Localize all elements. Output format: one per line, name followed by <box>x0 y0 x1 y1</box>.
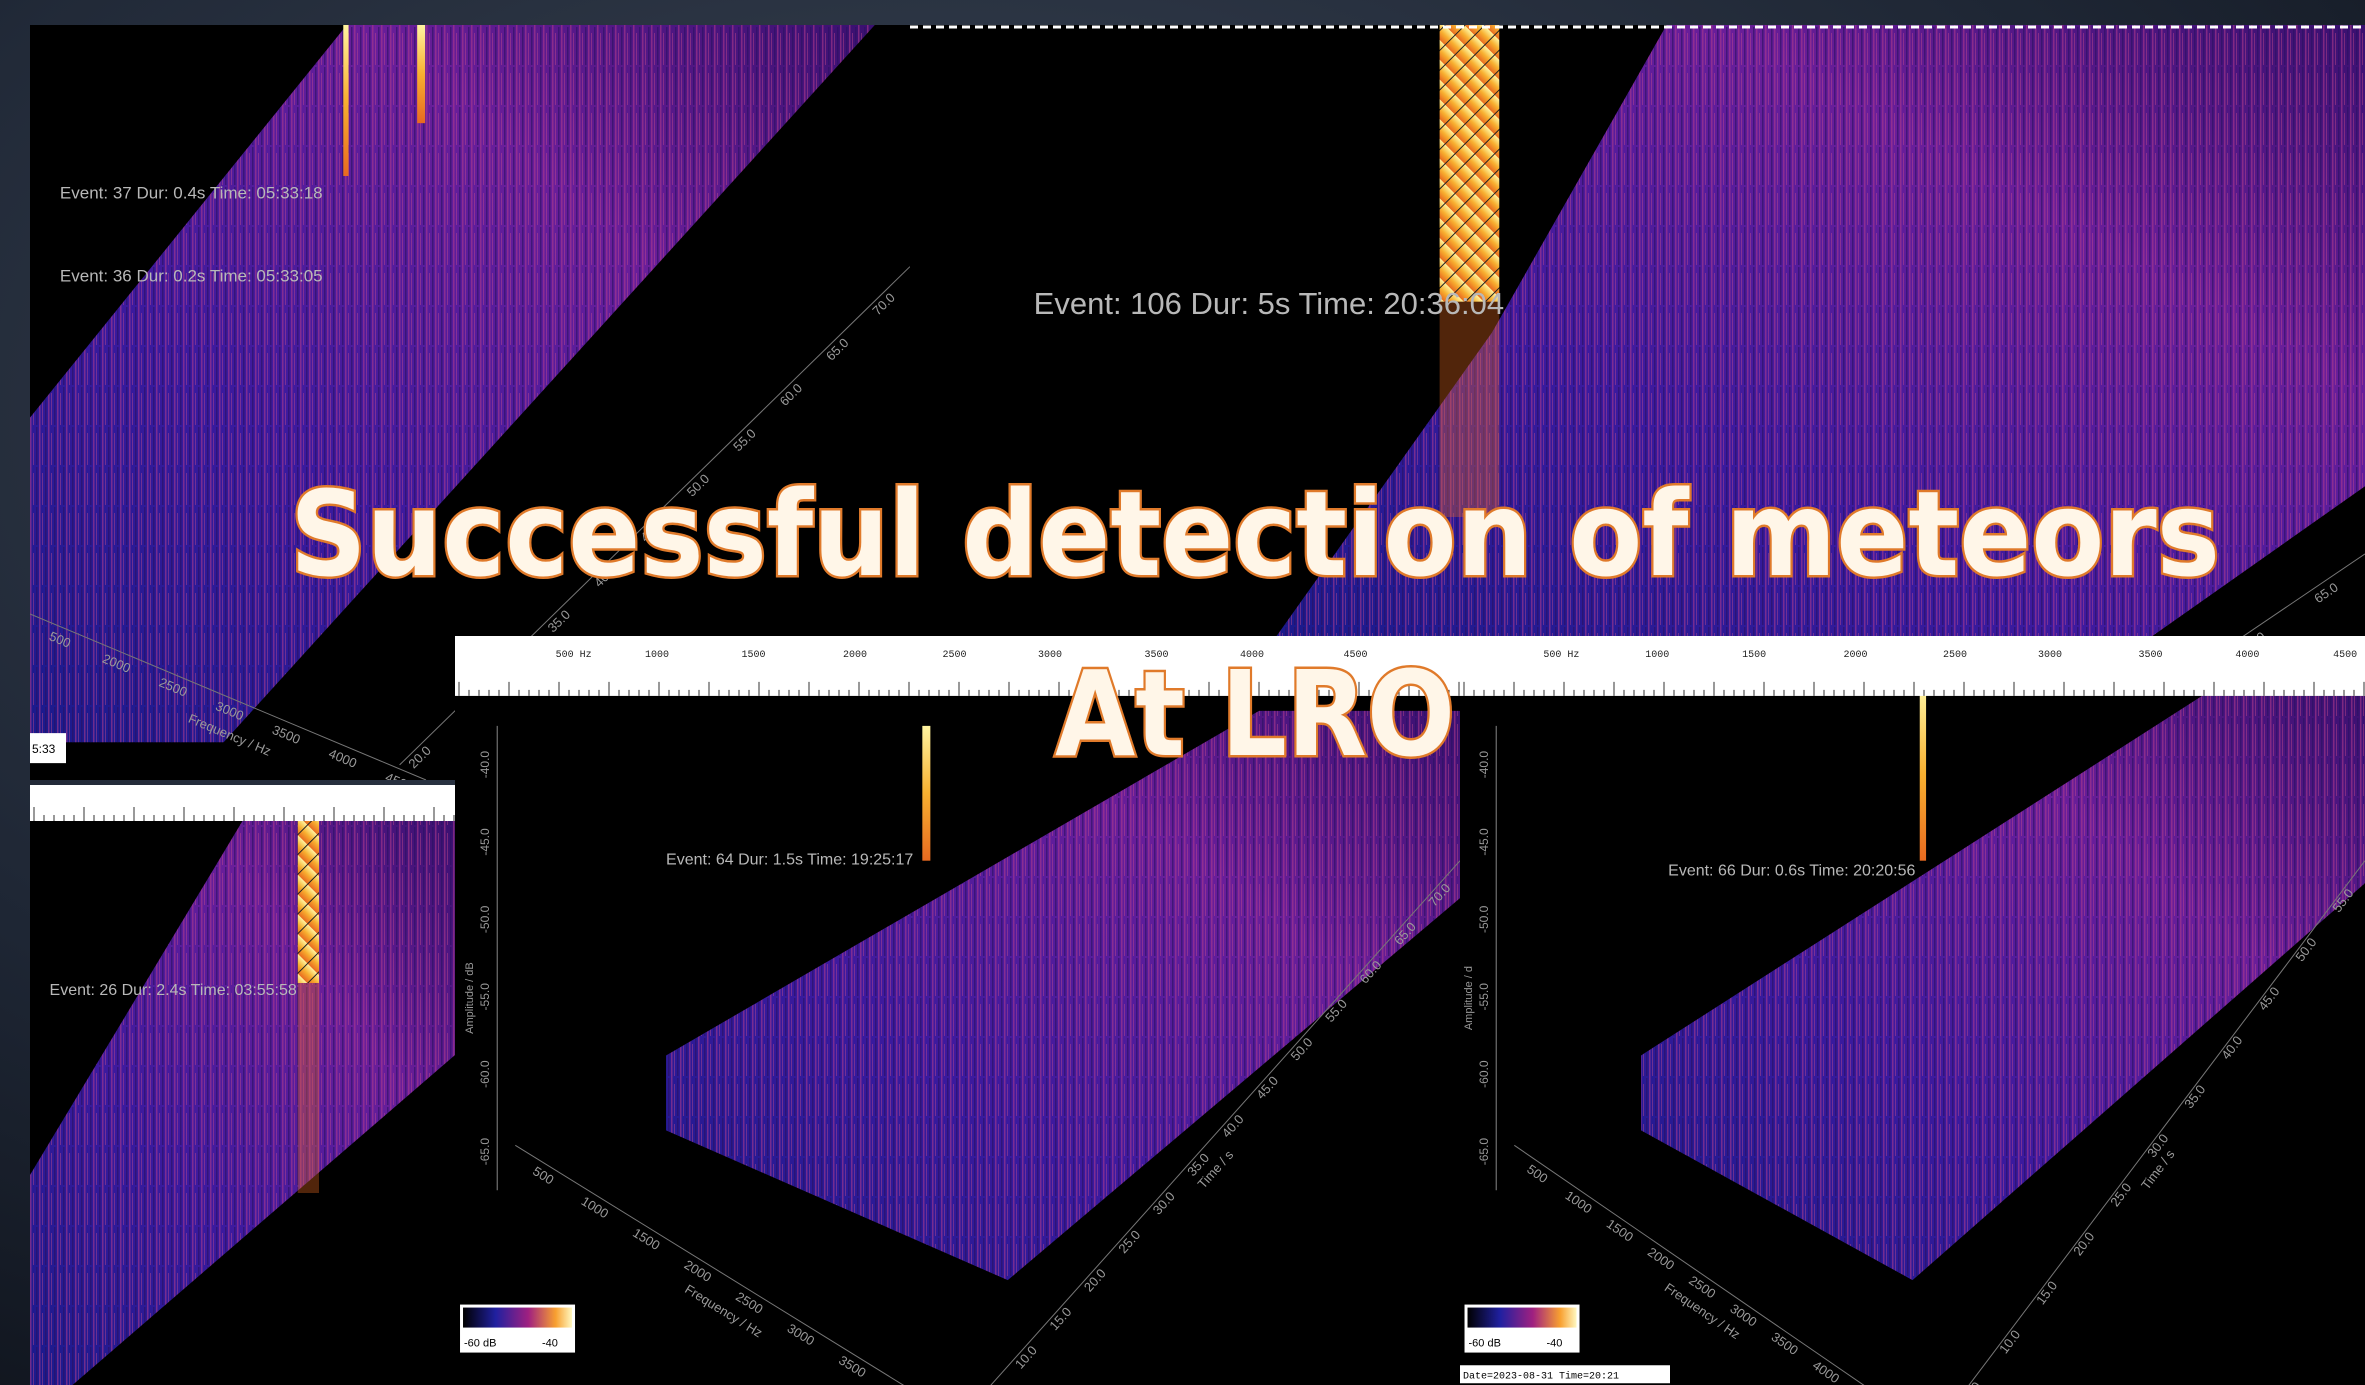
amplitude-axis-label: Amplitude / d <box>1463 966 1475 1030</box>
time-ticks-axis <box>990 860 1460 1385</box>
spectrogram-panel: Event: 66 Dur: 0.6s Time: 20:20:56 500 Hz… <box>1460 636 2365 1385</box>
spectrum-noise <box>30 821 455 1385</box>
event-label: Event: 64 Dur: 1.5s Time: 19:25:17 <box>666 851 913 868</box>
spectrogram-panel: Event: 26 Dur: 2.4s Time: 03:55:58 <box>30 785 455 1385</box>
titles: Successful detection of meteors At LRO <box>288 463 2223 786</box>
ruler-label: 3000 <box>1038 650 1062 661</box>
ruler-label: 4500 <box>1343 650 1367 661</box>
ruler-label: 500 Hz <box>556 650 592 661</box>
ruler-label: 3500 <box>1144 650 1168 661</box>
ruler-label: 3000 <box>2038 650 2062 661</box>
status-bar <box>1460 1365 1670 1384</box>
event-label: Event: 37 Dur: 0.4s Time: 05:33:18 <box>60 184 323 203</box>
meteor-trace-tail <box>1439 301 1500 517</box>
colorbar-label: -60 dB <box>1469 1338 1501 1350</box>
colorbar <box>1467 1307 1577 1328</box>
ruler-label: 4000 <box>2235 650 2259 661</box>
time-ticks-axis <box>1968 860 2365 1385</box>
ruler-label: 4500 <box>2333 650 2357 661</box>
meteor-trace <box>343 25 349 176</box>
ruler-label: 2000 <box>1843 650 1867 661</box>
spectrogram-panel: Event: 106 Dur: 5s Time: 20:36:0460.065.… <box>910 25 2365 656</box>
frequency-ruler <box>455 636 1460 696</box>
colorbar-label: -60 dB <box>464 1338 496 1350</box>
amplitude-tick-label: -65.0 <box>1477 1138 1491 1166</box>
axis-tick-label: 4500 <box>383 769 415 794</box>
amplitude-tick-label: -55.0 <box>1477 983 1491 1011</box>
ruler-label: 3500 <box>2139 650 2163 661</box>
colorbar-label: -40 <box>1547 1338 1563 1350</box>
spectrum-noise <box>1273 25 2365 640</box>
amplitude-tick-label: -45.0 <box>478 828 492 856</box>
ruler-label: 1000 <box>1645 650 1669 661</box>
ruler-label: 2500 <box>1943 650 1967 661</box>
event-label: Event: 26 Dur: 2.4s Time: 03:55:58 <box>50 982 297 999</box>
ruler-label: 1000 <box>645 650 669 661</box>
event-label: Event: 106 Dur: 5s Time: 20:36:04 <box>1034 286 1504 321</box>
axis-tick-label: 5.0 <box>1961 1379 1984 1385</box>
meteor-trace <box>297 821 319 983</box>
meteor-trace <box>922 725 931 861</box>
event-label: Event: 36 Dur: 0.2s Time: 05:33:05 <box>60 267 323 286</box>
spectrogram-panel: Event: 37 Dur: 0.4s Time: 05:33:18 Event:… <box>30 25 910 794</box>
amplitude-tick-label: -55.0 <box>478 983 492 1011</box>
time-ticks-axis <box>2236 553 2365 640</box>
spectrum-noise <box>1641 695 2365 1281</box>
ruler-label: 1500 <box>741 650 765 661</box>
meteor-trace <box>1439 25 1500 302</box>
frequency-ruler <box>1460 636 2365 696</box>
axis-tick-label: 60.0 <box>2239 629 2268 656</box>
clock-label: 5:33 <box>32 742 56 756</box>
freq-ticks-axis <box>30 613 427 780</box>
amplitude-tick-label: -45.0 <box>1477 828 1491 856</box>
colorbar-label: -40 <box>542 1338 558 1350</box>
amplitude-tick-label: -40.0 <box>478 751 492 779</box>
ruler-label: 2000 <box>843 650 867 661</box>
freq-ticks-axis <box>1514 1144 1865 1385</box>
axis-tick-label: 5.0 <box>980 1384 1003 1385</box>
status-text: Date=2023-08-31 Time=20:21 <box>1463 1370 1619 1382</box>
ruler-label: 1500 <box>1742 650 1766 661</box>
subtitle: At LRO <box>1055 645 1455 783</box>
meteor-trace-tail <box>297 983 319 1193</box>
title: Successful detection of meteors <box>290 465 2220 603</box>
amplitude-tick-label: -60.0 <box>1477 1060 1491 1088</box>
ruler-label: 500 Hz <box>1543 650 1579 661</box>
amplitude-tick-label: -65.0 <box>478 1138 492 1166</box>
spectrogram-panel: Event: 64 Dur: 1.5s Time: 19:25:17 500 Hz… <box>455 636 1460 1385</box>
spectrum-noise <box>666 710 1460 1281</box>
spectrum-noise <box>30 25 875 743</box>
amplitude-tick-label: -60.0 <box>478 1060 492 1088</box>
event-label: Event: 66 Dur: 0.6s Time: 20:20:56 <box>1668 863 1915 880</box>
amplitude-axis-label: Amplitude / dB <box>464 962 476 1034</box>
meteor-trace <box>417 25 426 124</box>
ruler-label: 2500 <box>942 650 966 661</box>
amplitude-tick-label: -50.0 <box>1477 905 1491 933</box>
panels: Event: 37 Dur: 0.4s Time: 05:33:18 Event:… <box>30 25 2365 1385</box>
freq-ticks-axis <box>515 1144 905 1385</box>
clock-box <box>30 733 66 764</box>
colorbar <box>463 1307 573 1328</box>
amplitude-tick-label: -40.0 <box>1477 751 1491 779</box>
ruler-label: 4000 <box>1240 650 1264 661</box>
amplitude-tick-label: -50.0 <box>478 905 492 933</box>
meteor-trace <box>1919 688 1927 861</box>
